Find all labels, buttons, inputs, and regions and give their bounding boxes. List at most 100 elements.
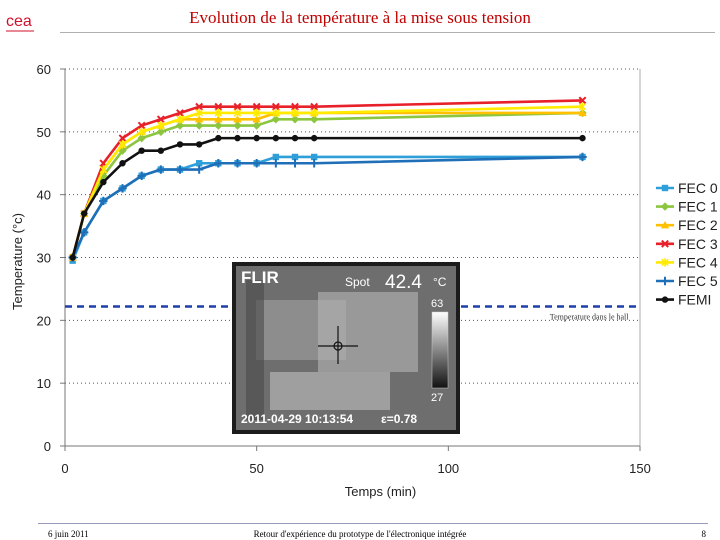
data-point-fec-5-3 xyxy=(118,184,127,193)
data-point-femi-11 xyxy=(272,134,280,142)
data-point-fec-3-12 xyxy=(291,102,299,111)
legend-marker-fec-0 xyxy=(661,184,669,192)
data-point-fec-2-14 xyxy=(578,108,587,117)
legend-label-fec-3: FEC 3 xyxy=(678,236,718,252)
data-point-fec-2-9 xyxy=(233,115,242,123)
thermal-edge-area xyxy=(246,280,264,420)
data-point-fec-0-12 xyxy=(291,153,299,161)
data-point-femi-14 xyxy=(579,134,586,142)
footer-page-number: 8 xyxy=(701,529,707,539)
y-tick-label-20: 20 xyxy=(37,313,51,328)
footer-date: 6 juin 2011 xyxy=(48,529,89,539)
data-point-fec-4-2 xyxy=(99,165,108,174)
cea-logo-text: cea xyxy=(6,13,32,30)
data-point-fec-4-11 xyxy=(272,108,280,118)
data-point-femi-8 xyxy=(215,134,222,142)
data-point-fec-5-6 xyxy=(175,165,185,174)
thermal-timestamp: 2011-04-29 10:13:54 xyxy=(241,412,353,426)
y-tick-label-40: 40 xyxy=(37,188,51,203)
legend-marker-fec-2 xyxy=(660,221,670,229)
data-point-fec-0-11 xyxy=(272,153,280,161)
data-point-fec-5-12 xyxy=(290,159,300,168)
reference-line-group: Temperature dans le hall xyxy=(65,305,640,322)
legend-item-fec-5: FEC 5 xyxy=(656,273,718,289)
data-point-fec-5-10 xyxy=(252,159,261,168)
legend-marker-fec-1 xyxy=(660,202,670,211)
thermal-color-scale xyxy=(431,311,449,389)
data-point-fec-2-10 xyxy=(252,115,261,123)
spot-label: Spot xyxy=(345,275,370,289)
data-point-femi-1 xyxy=(80,210,88,217)
data-point-fec-4-12 xyxy=(291,108,299,118)
legend-item-fec-0: FEC 0 xyxy=(656,180,718,196)
data-point-fec-4-6 xyxy=(176,115,184,124)
data-point-femi-12 xyxy=(291,134,299,142)
x-tick-label-150: 150 xyxy=(629,461,651,476)
data-point-fec-5-14 xyxy=(578,152,587,162)
series-fec-1 xyxy=(68,108,587,262)
legend-label-fec-4: FEC 4 xyxy=(678,254,718,270)
data-point-fec-5-8 xyxy=(214,159,223,168)
data-point-fec-4-14 xyxy=(578,102,587,111)
title-divider xyxy=(60,32,715,33)
data-point-fec-1-8 xyxy=(214,121,223,130)
data-point-fec-4-10 xyxy=(252,108,261,118)
legend-label-fec-0: FEC 0 xyxy=(678,180,718,196)
data-point-fec-4-13 xyxy=(310,108,318,118)
x-tick-label-100: 100 xyxy=(437,461,459,476)
page-title: Evolution de la température à la mise so… xyxy=(189,8,531,27)
data-point-fec-3-8 xyxy=(214,102,223,111)
legend-item-fec-2: FEC 2 xyxy=(656,217,718,233)
series-fec-0 xyxy=(69,153,586,264)
y-tick-label-30: 30 xyxy=(37,251,51,266)
series-line-fec-3 xyxy=(71,99,583,258)
data-point-fec-5-2 xyxy=(99,196,108,206)
crosshair-spot xyxy=(333,341,343,351)
data-point-femi-0 xyxy=(69,254,76,261)
data-point-fec-1-4 xyxy=(137,133,146,143)
thermal-connector-area xyxy=(270,372,390,410)
data-point-fec-4-5 xyxy=(157,121,165,130)
data-point-fec-3-14 xyxy=(578,96,587,105)
data-point-fec-1-11 xyxy=(271,115,281,124)
legend-item-fec-1: FEC 1 xyxy=(656,199,718,215)
data-point-fec-1-10 xyxy=(252,121,261,130)
data-point-femi-10 xyxy=(253,134,260,142)
data-point-femi-4 xyxy=(138,147,145,154)
data-point-fec-4-9 xyxy=(233,108,242,118)
data-point-fec-5-4 xyxy=(137,171,146,181)
y-tick-label-0: 0 xyxy=(44,439,51,454)
data-point-fec-3-3 xyxy=(118,134,127,143)
x-tick-label-0: 0 xyxy=(61,461,68,476)
data-point-fec-3-10 xyxy=(252,102,261,111)
data-point-fec-3-5 xyxy=(156,115,165,124)
legend-item-fec-4: FEC 4 xyxy=(656,254,718,270)
data-point-femi-7 xyxy=(195,141,203,148)
data-point-fec-2-8 xyxy=(214,115,223,123)
scale-max: 63 xyxy=(431,298,443,310)
series-group xyxy=(68,96,587,264)
footer-caption: Retour d'expérience du prototype de l'él… xyxy=(253,529,467,539)
data-point-femi-3 xyxy=(119,160,126,167)
data-point-fec-3-7 xyxy=(195,102,204,111)
series-line-fec-1 xyxy=(71,111,583,258)
spot-value: 42.4 xyxy=(385,272,422,293)
legend-marker-fec-4 xyxy=(661,258,669,267)
series-fec-5 xyxy=(68,152,587,262)
data-point-fec-5-13 xyxy=(309,159,319,168)
x-tick-label-50: 50 xyxy=(249,461,263,476)
data-point-fec-2-7 xyxy=(194,115,204,123)
legend-marker-fec-3 xyxy=(661,239,669,248)
y-tick-label-50: 50 xyxy=(37,125,51,140)
data-point-femi-2 xyxy=(100,178,107,186)
data-point-fec-0-7 xyxy=(195,160,203,167)
data-point-femi-13 xyxy=(310,134,318,142)
legend-label-fec-1: FEC 1 xyxy=(678,199,718,215)
series-line-fec-5 xyxy=(71,155,583,259)
footer-divider xyxy=(38,523,708,524)
data-point-fec-1-13 xyxy=(309,115,319,124)
thermal-image: FLIR Spot 42.4 °C 63 27 2011-04-29 10:13… xyxy=(232,262,460,434)
series-femi xyxy=(69,134,586,261)
series-fec-3 xyxy=(68,96,587,262)
legend-marker-femi xyxy=(661,296,669,303)
